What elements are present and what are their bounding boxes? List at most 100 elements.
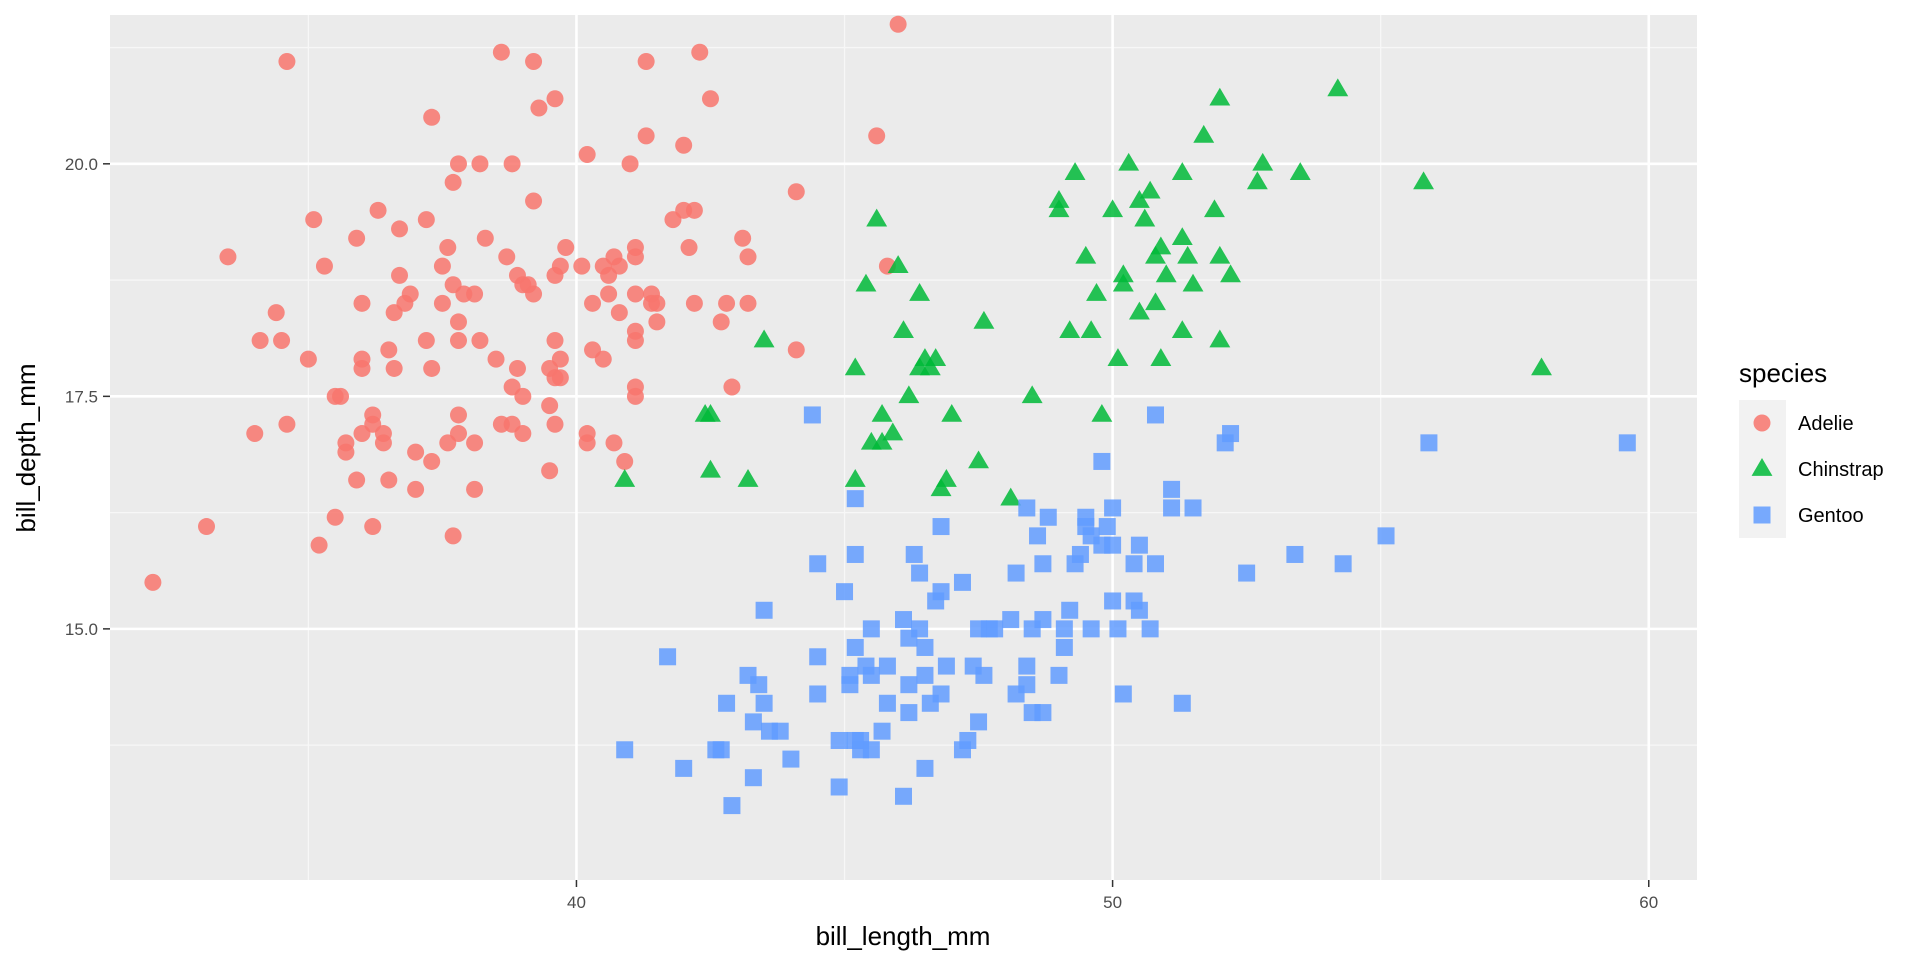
legend-label-chinstrap: Chinstrap xyxy=(1798,459,1884,481)
chinstrap-point xyxy=(700,459,721,478)
chinstrap-point xyxy=(1155,264,1177,283)
adelie-point xyxy=(637,53,655,71)
chinstrap-point xyxy=(882,422,904,441)
adelie-point xyxy=(551,257,569,275)
adelie-point xyxy=(476,229,494,247)
adelie-point xyxy=(648,313,666,331)
series-chinstrap xyxy=(614,78,1552,506)
chinstrap-point xyxy=(1112,273,1134,292)
gentoo-point xyxy=(712,741,730,759)
gentoo-point xyxy=(1093,452,1111,470)
adelie-point xyxy=(278,53,296,71)
gentoo-point xyxy=(878,694,896,712)
chinstrap-point xyxy=(1209,329,1231,348)
x-tick-label: 40 xyxy=(567,893,586,912)
adelie-point xyxy=(487,350,505,368)
adelie-point xyxy=(326,508,344,526)
adelie-point xyxy=(315,257,333,275)
chinstrap-point xyxy=(1204,199,1225,218)
chinstrap-point xyxy=(1150,236,1172,255)
gentoo-point xyxy=(771,722,789,740)
adelie-point xyxy=(787,183,805,201)
gentoo-point xyxy=(959,731,977,749)
gentoo-point xyxy=(675,759,693,777)
chinstrap-point xyxy=(700,403,721,422)
chinstrap-point xyxy=(753,329,775,348)
gentoo-point xyxy=(1018,676,1036,694)
adelie-point xyxy=(680,239,698,257)
gentoo-point xyxy=(744,769,762,787)
gentoo-point xyxy=(970,713,988,731)
adelie-point xyxy=(616,452,634,470)
adelie-point xyxy=(144,573,162,591)
chinstrap-point xyxy=(1252,152,1274,171)
series-gentoo xyxy=(616,406,1636,815)
chinstrap-point xyxy=(1048,190,1070,208)
adelie-point xyxy=(739,294,757,312)
gentoo-point xyxy=(1184,499,1202,517)
gentoo-point xyxy=(744,713,762,731)
gentoo-point xyxy=(1420,434,1438,452)
adelie-point xyxy=(787,341,805,359)
gentoo-point xyxy=(1071,545,1089,563)
adelie-point xyxy=(546,90,564,108)
chinstrap-point xyxy=(1171,320,1193,339)
y-tick-label: 20.0 xyxy=(65,155,98,174)
gentoo-point xyxy=(862,741,880,759)
adelie-point xyxy=(433,257,451,275)
gentoo-point xyxy=(718,694,736,712)
chinstrap-point xyxy=(844,469,866,487)
gentoo-point xyxy=(1082,620,1100,638)
gentoo-point xyxy=(1050,666,1068,684)
adelie-point xyxy=(514,387,532,405)
chinstrap-point xyxy=(973,310,995,329)
chinstrap-point xyxy=(1327,78,1349,97)
adelie-point xyxy=(648,294,666,312)
adelie-point xyxy=(584,294,602,312)
gentoo-point xyxy=(1007,564,1025,582)
gentoo-point xyxy=(1146,406,1164,424)
gentoo-point xyxy=(1034,555,1052,573)
chinstrap-point xyxy=(866,208,888,227)
data-points xyxy=(144,15,1636,815)
adelie-point xyxy=(251,332,269,350)
adelie-point xyxy=(525,53,543,71)
legend-label-gentoo: Gentoo xyxy=(1798,505,1864,527)
gentoo-point xyxy=(755,601,773,619)
adelie-point xyxy=(685,201,703,219)
gentoo-point xyxy=(841,676,859,694)
adelie-point xyxy=(332,387,350,405)
gentoo-point xyxy=(895,611,912,629)
gentoo-point xyxy=(755,694,773,712)
adelie-point xyxy=(514,425,532,443)
gentoo-point xyxy=(1238,564,1256,582)
legend-items: Adelie Chinstrap Gentoo xyxy=(1751,413,1884,527)
adelie-point xyxy=(701,90,719,108)
adelie-point xyxy=(407,480,425,498)
gentoo-point xyxy=(846,638,864,656)
gentoo-point xyxy=(846,545,864,563)
adelie-point xyxy=(675,136,693,154)
x-axis-ticks: 40 50 60 xyxy=(567,880,1658,912)
gentoo-point xyxy=(986,620,1004,638)
gentoo-point xyxy=(782,750,800,768)
chinstrap-point xyxy=(1000,487,1022,506)
adelie-point xyxy=(739,248,757,266)
y-tick-label: 15.0 xyxy=(65,620,98,639)
chinstrap-point xyxy=(1182,273,1204,292)
adelie-point xyxy=(417,211,435,229)
gentoo-point xyxy=(1055,638,1073,656)
adelie-point xyxy=(557,239,575,257)
chinstrap-point xyxy=(1139,180,1161,199)
adelie-point xyxy=(466,434,484,452)
adelie-point xyxy=(525,192,543,210)
gentoo-point xyxy=(911,620,929,638)
adelie-point xyxy=(310,536,328,554)
gentoo-point xyxy=(873,722,891,740)
chinstrap-point xyxy=(1086,283,1107,301)
chinstrap-point xyxy=(925,348,947,366)
gentoo-point xyxy=(1104,499,1122,517)
chinstrap-point xyxy=(893,320,914,339)
adelie-point xyxy=(578,146,596,164)
